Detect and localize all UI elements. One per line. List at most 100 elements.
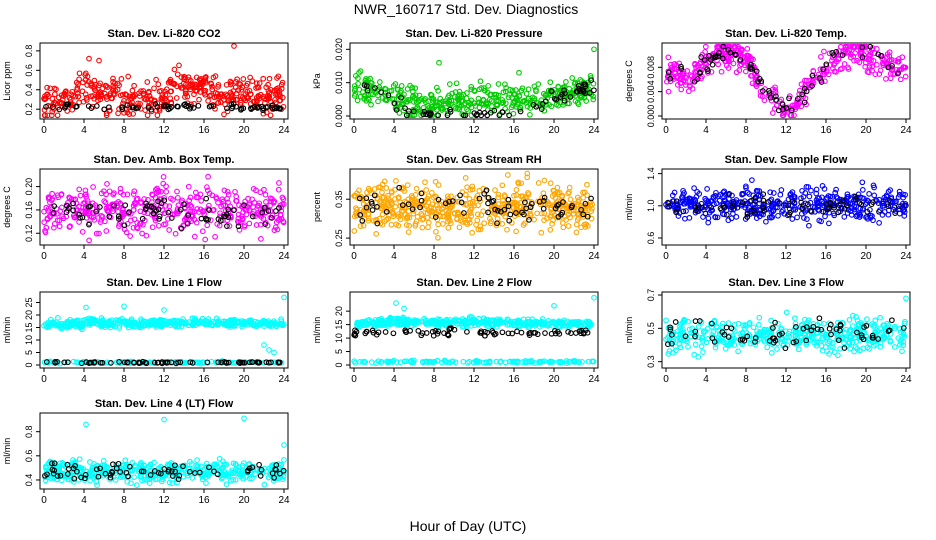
- data-point: [580, 189, 586, 196]
- data-point: [236, 227, 243, 233]
- data-point: [215, 99, 222, 106]
- data-point: [280, 196, 287, 202]
- data-point: [131, 216, 138, 223]
- data-point: [848, 43, 854, 50]
- data-point: [239, 84, 246, 91]
- data-point: [146, 88, 152, 95]
- data-point: [742, 68, 749, 75]
- data-point: [877, 67, 884, 74]
- data-point: [201, 211, 208, 217]
- data-point: [708, 69, 715, 75]
- data-point: [124, 220, 131, 227]
- data-point: [267, 208, 274, 214]
- data-point: [132, 199, 138, 206]
- data-point: [401, 91, 407, 98]
- data-point: [86, 213, 93, 219]
- data-point: [439, 206, 445, 212]
- data-point: [56, 106, 63, 113]
- data-point: [406, 222, 412, 229]
- data-point: [391, 100, 398, 107]
- data-point: [204, 187, 211, 194]
- data-point: [255, 202, 262, 209]
- data-point: [541, 177, 548, 184]
- data-point: [485, 83, 492, 89]
- data-point: [209, 192, 216, 199]
- data-point: [374, 204, 380, 210]
- data-point: [133, 224, 140, 231]
- data-point: [352, 73, 359, 79]
- data-point: [419, 224, 426, 231]
- data-point: [542, 330, 548, 336]
- data-point: [710, 55, 716, 61]
- data-point: [485, 200, 491, 207]
- data-point: [246, 220, 253, 227]
- data-point: [45, 194, 52, 201]
- data-point: [696, 69, 703, 76]
- data-point: [202, 236, 209, 243]
- data-point: [156, 216, 162, 222]
- data-point: [86, 237, 92, 244]
- data-point: [224, 223, 230, 229]
- data-point: [427, 91, 434, 98]
- data-point: [502, 100, 509, 107]
- y-tick-label: 0.20: [24, 178, 34, 196]
- data-point: [806, 222, 812, 229]
- data-point: [275, 217, 282, 224]
- data-point: [720, 43, 727, 50]
- x-tick-label: 20: [548, 125, 560, 136]
- data-point: [544, 198, 550, 205]
- data-point: [510, 205, 516, 211]
- data-point: [686, 215, 693, 221]
- data-point: [168, 104, 175, 110]
- data-point: [363, 83, 370, 89]
- data-point: [395, 213, 402, 220]
- x-tick-label: 16: [820, 251, 832, 262]
- data-point: [97, 204, 103, 210]
- data-point: [176, 62, 182, 69]
- data-point: [872, 71, 879, 78]
- data-point: [241, 202, 247, 208]
- data-point: [44, 112, 51, 119]
- data-point: [487, 109, 494, 116]
- data-point: [488, 91, 494, 98]
- data-point: [374, 220, 381, 227]
- x-tick-label: 4: [391, 251, 397, 262]
- data-point: [895, 59, 902, 65]
- data-point: [171, 66, 178, 73]
- data-point: [162, 91, 169, 98]
- data-point: [236, 80, 242, 87]
- data-point: [97, 219, 104, 225]
- x-tick-label: 8: [121, 251, 127, 262]
- data-point: [66, 224, 73, 230]
- data-point: [882, 60, 889, 66]
- data-point: [422, 179, 428, 186]
- y-tick-label: 10: [24, 335, 34, 345]
- data-point: [471, 100, 478, 106]
- data-point: [144, 79, 151, 85]
- data-point: [110, 205, 117, 212]
- y-tick-label: 0.020: [334, 38, 344, 61]
- data-point: [822, 213, 828, 220]
- data-point: [395, 194, 402, 200]
- data-point: [877, 314, 883, 321]
- data-point: [161, 197, 168, 204]
- data-point: [226, 223, 233, 229]
- data-point: [792, 106, 799, 113]
- data-point: [143, 232, 150, 239]
- data-point: [867, 43, 874, 50]
- data-point: [570, 210, 577, 217]
- data-point: [181, 102, 187, 108]
- data-point: [437, 99, 444, 106]
- data-point: [217, 91, 224, 98]
- data-point: [129, 104, 136, 111]
- data-point: [460, 358, 467, 365]
- data-point: [527, 111, 533, 118]
- data-point: [901, 64, 907, 71]
- data-point: [228, 79, 235, 86]
- data-point: [583, 98, 590, 104]
- x-tick-label: 20: [238, 374, 250, 385]
- data-point: [801, 85, 808, 92]
- data-point: [278, 204, 285, 211]
- data-point: [581, 221, 588, 228]
- data-point: [199, 228, 206, 235]
